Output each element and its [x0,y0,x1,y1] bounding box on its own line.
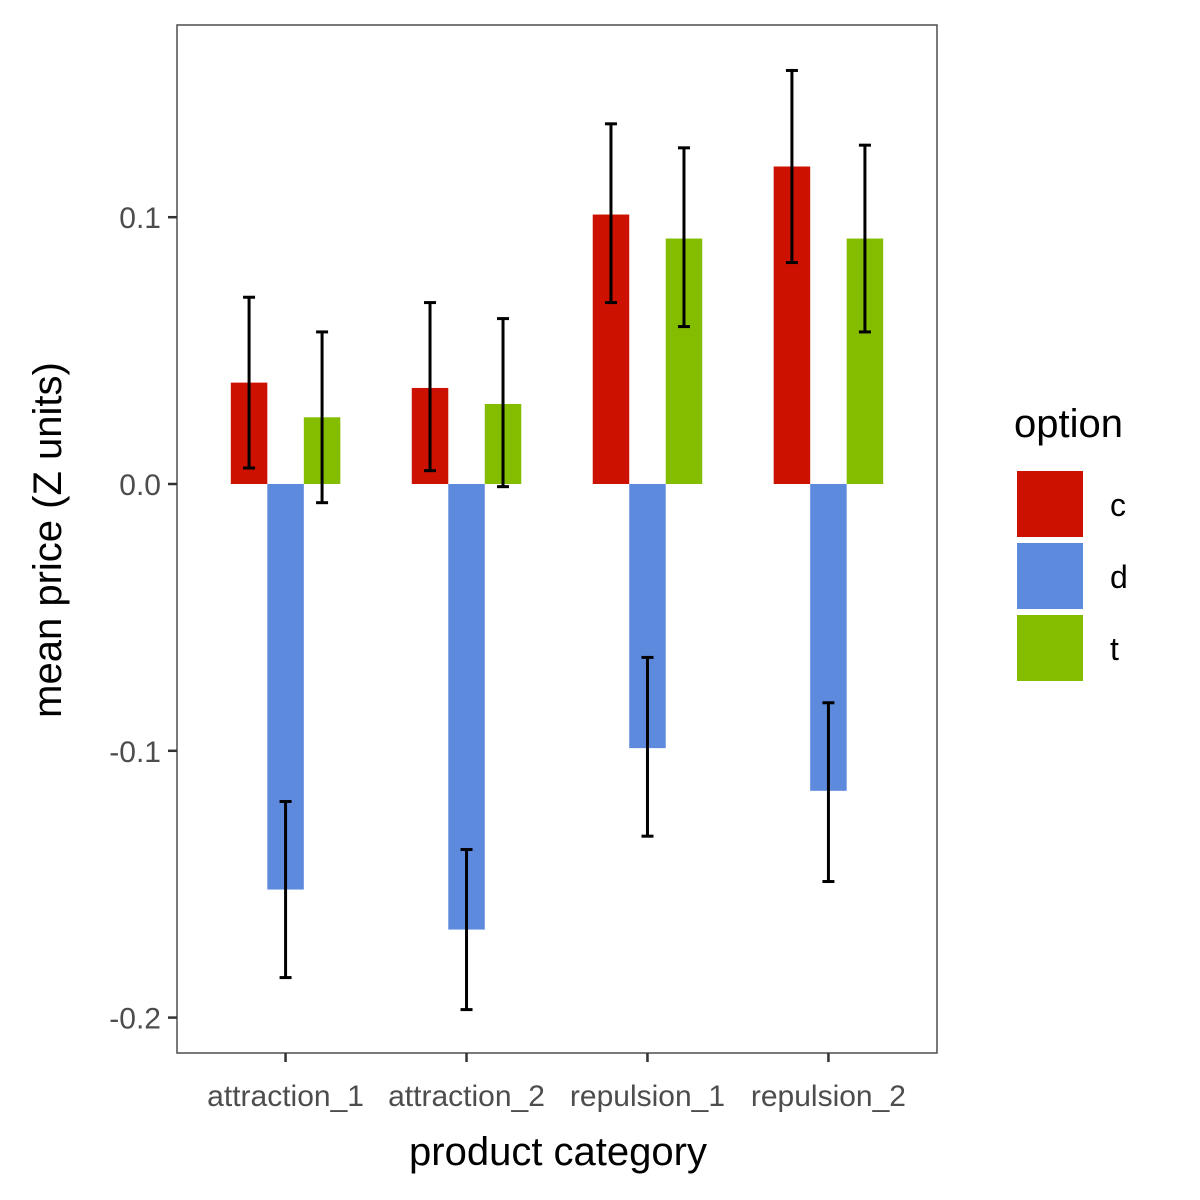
x-tick-label: repulsion_1 [570,1080,725,1113]
error-bar-c-repulsion_1 [604,122,617,305]
legend-label-d: d [1110,559,1128,595]
y-tick-label: -0.2 [109,1003,161,1036]
legend-key-c [1017,471,1083,537]
x-tick-label: repulsion_2 [751,1080,906,1113]
error-bar-c-repulsion_2 [785,68,798,265]
x-tick-label: attraction_2 [388,1080,545,1113]
error-bar-d-attraction_2 [460,848,473,1012]
y-tick-label: -0.1 [109,736,161,769]
error-bar-c-attraction_1 [243,295,256,470]
error-bar-t-repulsion_2 [858,143,871,334]
x-tick-label: attraction_1 [207,1080,364,1113]
error-bar-d-repulsion_2 [822,701,835,884]
error-bar-t-attraction_1 [316,330,329,505]
error-bar-d-repulsion_1 [641,655,654,838]
plot-area [230,68,884,1012]
legend-label-t: t [1110,631,1119,667]
error-bar-t-attraction_2 [497,317,510,489]
legend-key-t [1017,615,1083,681]
y-tick-label: 0.0 [119,469,161,502]
panel-border [176,24,938,1054]
legend-title: option [1014,402,1123,446]
error-bar-d-attraction_1 [279,799,292,980]
axes: 0.1 0.0 -0.1 -0.2 attraction_1 attraction_2 re… [109,24,938,1113]
error-bar-c-attraction_2 [424,301,437,473]
legend-label-c: c [1110,487,1126,523]
legend: option cdt [1014,402,1128,681]
y-axis-title: mean price (Z units) [26,362,70,718]
error-bar-t-repulsion_1 [677,146,690,329]
x-axis-title: product category [409,1130,707,1174]
legend-key-d [1017,543,1083,609]
y-tick-label: 0.1 [119,202,161,235]
